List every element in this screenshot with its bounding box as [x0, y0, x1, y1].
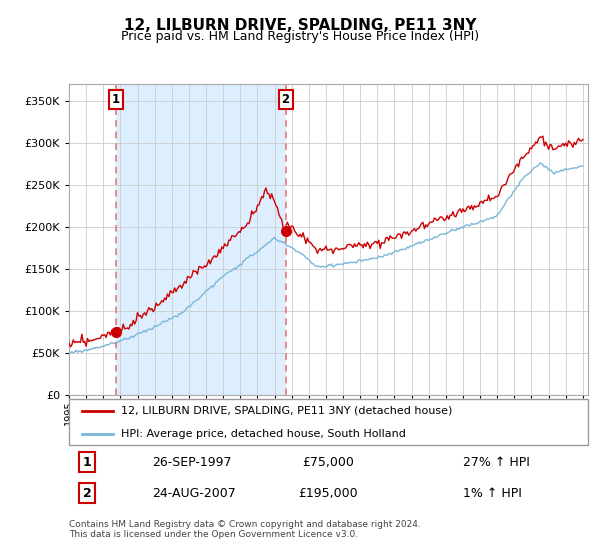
- Text: £195,000: £195,000: [299, 487, 358, 500]
- Text: Price paid vs. HM Land Registry's House Price Index (HPI): Price paid vs. HM Land Registry's House …: [121, 30, 479, 43]
- Bar: [116, 84, 286, 395]
- Text: 27% ↑ HPI: 27% ↑ HPI: [463, 456, 530, 469]
- Text: 1: 1: [112, 92, 120, 106]
- Text: £75,000: £75,000: [302, 456, 355, 469]
- Text: 12, LILBURN DRIVE, SPALDING, PE11 3NY: 12, LILBURN DRIVE, SPALDING, PE11 3NY: [124, 18, 476, 33]
- Text: Contains HM Land Registry data © Crown copyright and database right 2024.
This d: Contains HM Land Registry data © Crown c…: [69, 520, 421, 539]
- Text: 1% ↑ HPI: 1% ↑ HPI: [463, 487, 523, 500]
- Text: 1: 1: [83, 456, 92, 469]
- Text: 2: 2: [83, 487, 92, 500]
- Text: HPI: Average price, detached house, South Holland: HPI: Average price, detached house, Sout…: [121, 429, 406, 438]
- Text: 26-SEP-1997: 26-SEP-1997: [152, 456, 232, 469]
- Text: 12, LILBURN DRIVE, SPALDING, PE11 3NY (detached house): 12, LILBURN DRIVE, SPALDING, PE11 3NY (d…: [121, 406, 452, 416]
- Text: 24-AUG-2007: 24-AUG-2007: [152, 487, 236, 500]
- FancyBboxPatch shape: [69, 399, 588, 445]
- Text: 2: 2: [281, 92, 290, 106]
